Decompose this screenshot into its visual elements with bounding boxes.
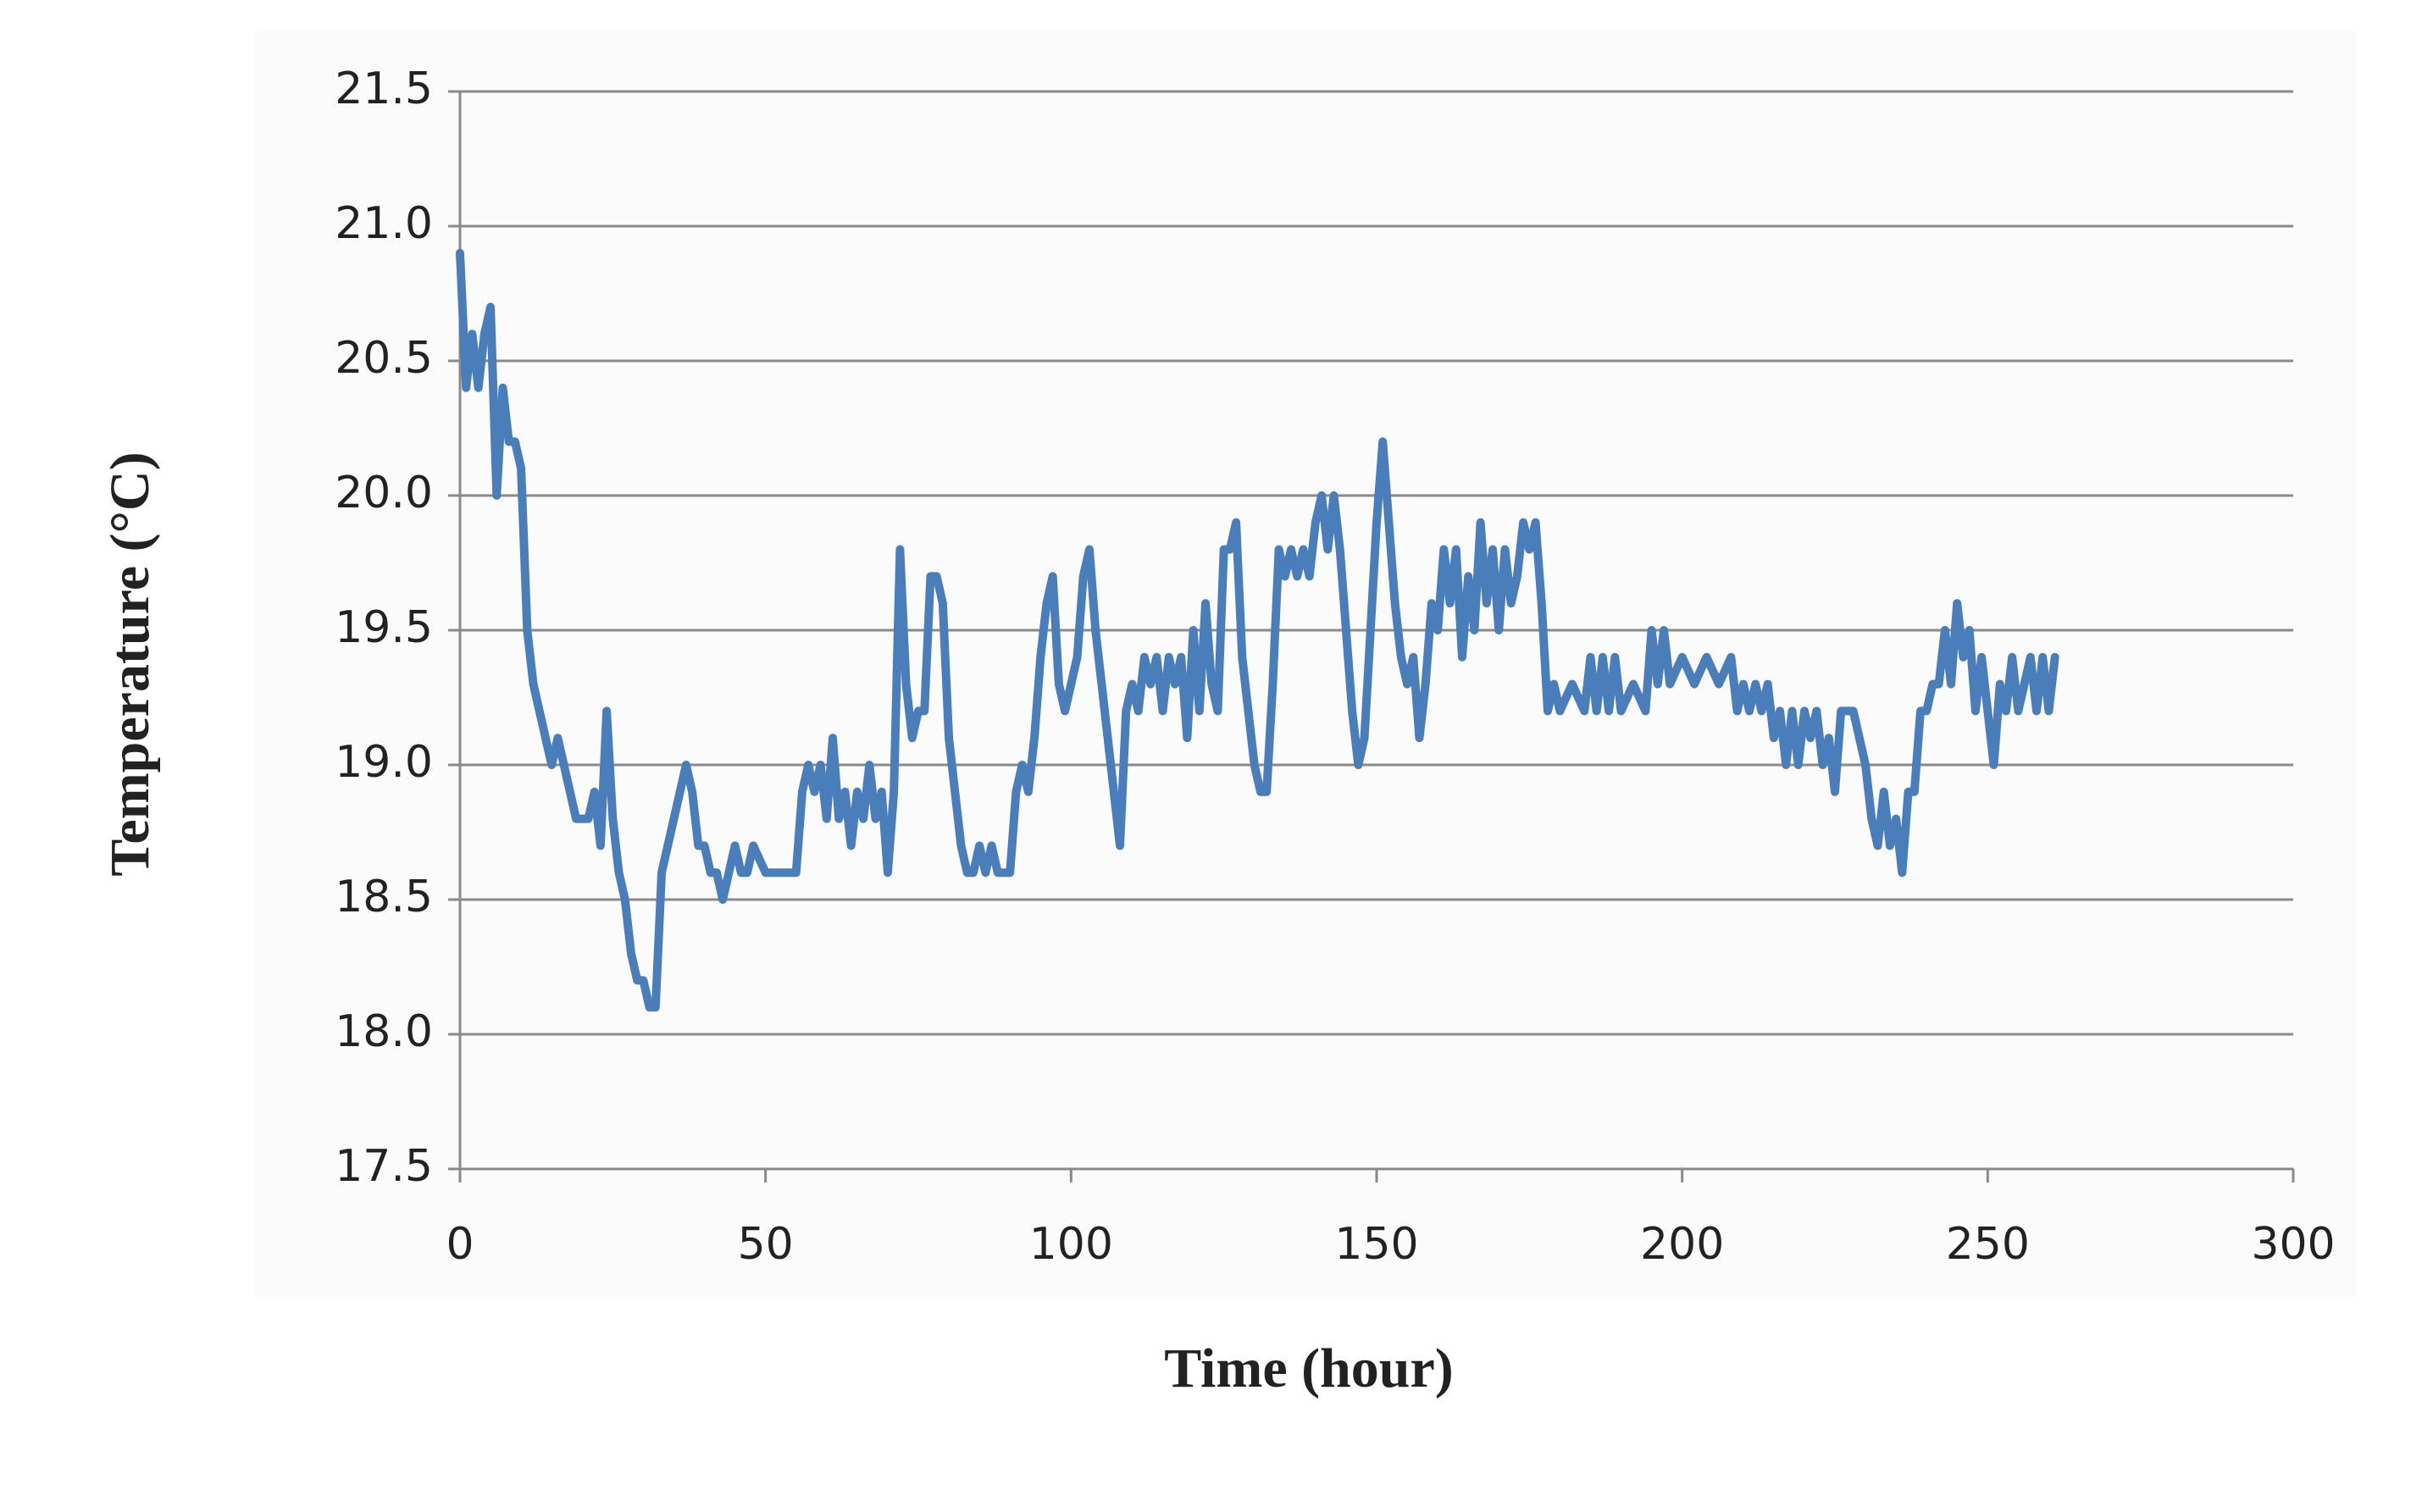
y-axis-title: Temperature (°C)	[99, 451, 161, 876]
data-line	[456, 248, 2059, 1012]
x-tick-label: 100	[1029, 1219, 1113, 1270]
plot-background	[255, 30, 2356, 1297]
x-tick-label: 250	[1946, 1219, 2030, 1270]
y-tick-label: 17.5	[335, 1141, 433, 1192]
y-tick-label: 18.0	[335, 1006, 433, 1057]
y-tick-label: 20.5	[335, 333, 433, 384]
x-tick-label: 150	[1334, 1219, 1418, 1270]
x-tick-label: 50	[738, 1219, 794, 1270]
y-tick-label: 21.5	[335, 64, 433, 114]
x-tick-label: 300	[2251, 1219, 2335, 1270]
x-tick-label: 200	[1640, 1219, 1724, 1270]
y-tick-label: 18.5	[335, 872, 433, 922]
y-tick-label: 19.5	[335, 602, 433, 653]
y-tick-label: 19.0	[335, 737, 433, 788]
y-tick-label: 20.0	[335, 468, 433, 518]
x-axis-title: Time (hour)	[1164, 1338, 1454, 1399]
x-tick-label: 0	[446, 1219, 474, 1270]
y-tick-label: 21.0	[335, 198, 433, 249]
